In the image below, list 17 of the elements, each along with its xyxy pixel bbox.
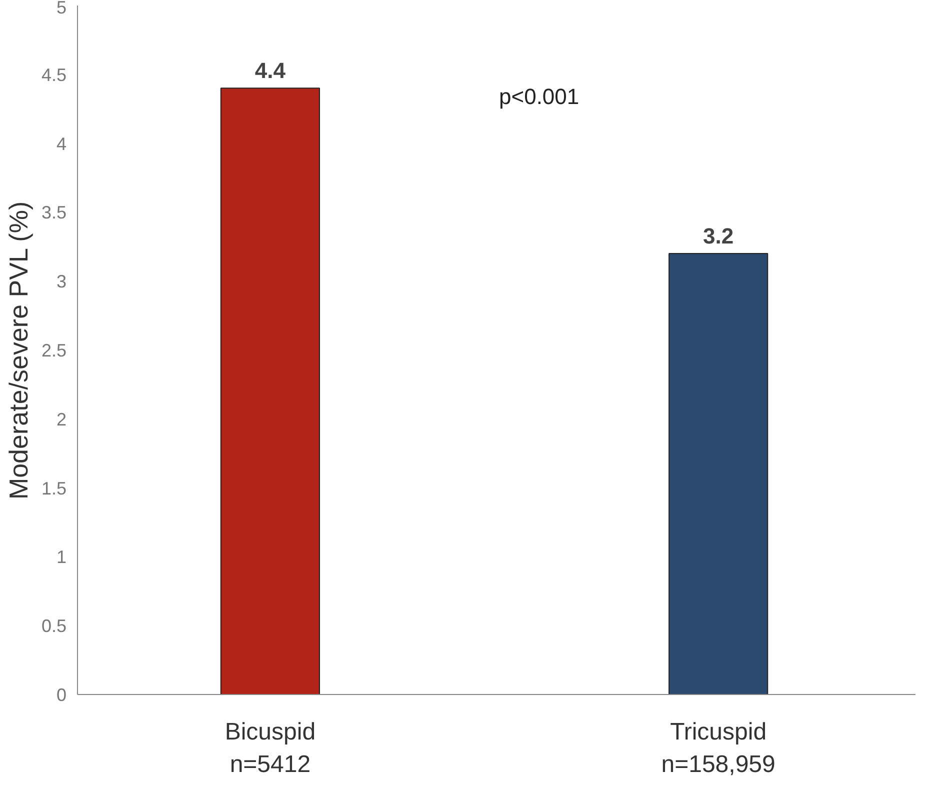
x-tick-label: Bicuspid n=5412 — [224, 718, 316, 778]
y-tick-label: 2.5 — [41, 340, 67, 360]
y-axis-title: Moderate/severe PVL (%) — [3, 201, 34, 500]
x-tick-label: Tricuspid n=158,959 — [661, 718, 776, 778]
y-tick-label: 3 — [56, 272, 67, 292]
y-tick-label: 1.5 — [41, 478, 67, 498]
y-tick-label: 4 — [56, 134, 67, 154]
y-tick-label: 4.5 — [41, 64, 67, 85]
y-tick-label: 3.5 — [41, 202, 67, 223]
annotation: p<0.001 — [499, 84, 580, 109]
y-tick-label: 0 — [56, 685, 67, 705]
y-tick-label: 2 — [56, 409, 67, 430]
data-label: 3.2 — [703, 224, 734, 249]
y-tick-label: 5 — [56, 0, 67, 18]
y-tick-label: 0.5 — [41, 616, 67, 636]
data-label: 4.4 — [254, 58, 286, 84]
y-tick-label: 1 — [56, 547, 67, 568]
